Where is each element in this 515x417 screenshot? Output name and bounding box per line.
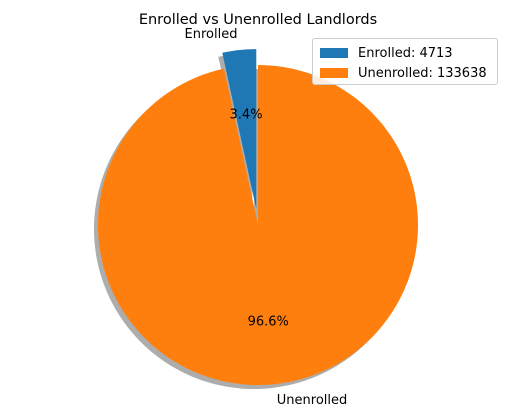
slice-label-enrolled: Enrolled	[185, 27, 238, 42]
slice-labels: Enrolled 3.4% Unenrolled 96.6%	[185, 27, 348, 408]
legend-swatch-enrolled	[320, 48, 348, 58]
slice-pct-enrolled: 3.4%	[230, 108, 263, 123]
legend: Enrolled: 4713 Unenrolled: 133638	[312, 38, 498, 85]
pie-slice-enrolled	[222, 49, 257, 210]
legend-label-unenrolled: Unenrolled: 133638	[358, 65, 487, 81]
slice-pct-unenrolled: 96.6%	[248, 314, 289, 329]
slices	[98, 49, 419, 385]
legend-label-enrolled: Enrolled: 4713	[358, 45, 453, 61]
legend-swatch-unenrolled	[320, 68, 348, 78]
chart-title: Enrolled vs Unenrolled Landlords	[139, 12, 377, 28]
legend-item-enrolled: Enrolled: 4713	[320, 45, 453, 61]
slice-label-unenrolled: Unenrolled	[277, 393, 347, 408]
legend-item-unenrolled: Unenrolled: 133638	[320, 65, 487, 81]
pie-slice-unenrolled	[98, 65, 419, 385]
